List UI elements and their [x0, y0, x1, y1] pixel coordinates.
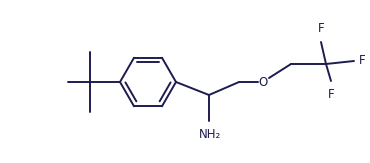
Text: O: O	[258, 75, 268, 89]
Text: F: F	[328, 88, 334, 101]
Text: F: F	[359, 54, 366, 67]
Text: F: F	[318, 22, 324, 35]
Text: NH₂: NH₂	[199, 128, 221, 141]
